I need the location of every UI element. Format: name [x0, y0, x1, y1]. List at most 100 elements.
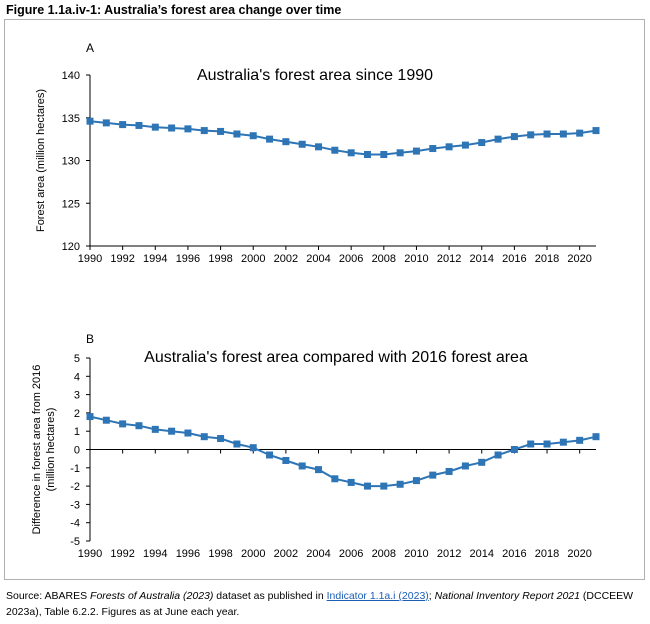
panel-a-data-point	[184, 125, 192, 133]
panel-b-letter: B	[86, 332, 94, 346]
panel-b-data-point	[559, 438, 567, 446]
panel-a-data-point	[396, 149, 404, 157]
panel-a-letter: A	[86, 41, 94, 55]
panel-a-y-tick-label: 125	[62, 198, 80, 210]
panel-b-data-point	[86, 413, 94, 421]
panel-a-data-point	[592, 127, 600, 135]
panel-a-y-tick-label: 140	[62, 70, 80, 82]
panel-b-x-tick-label: 2006	[339, 548, 363, 560]
panel-a-title: Australia's forest area since 1990	[197, 67, 433, 84]
panel-a-data-point	[429, 145, 437, 153]
panel-a-data-point	[200, 127, 208, 135]
panel-b-data-point	[510, 446, 518, 453]
panel-b-data-point	[200, 433, 208, 441]
panel-a-data-point	[494, 135, 502, 143]
panel-a-data-point	[135, 121, 143, 129]
panel-a-y-tick-label: 135	[62, 113, 80, 125]
panel-b-x-tick-label: 2012	[437, 548, 461, 560]
panel-b-data-point	[184, 429, 192, 437]
panel-b-x-tick-label: 1998	[208, 548, 232, 560]
panel-b-y-tick-label: 2	[74, 408, 80, 420]
source-mid-1: dataset as published in	[213, 590, 327, 602]
panel-a-x-tick-label: 2004	[306, 253, 330, 265]
panel-b-x-tick-label: 1990	[78, 548, 102, 560]
panel-a-x-tick-label: 2002	[274, 253, 298, 265]
panel-b-x-tick-label: 2014	[469, 548, 493, 560]
panel-a-x-tick-label: 2006	[339, 253, 363, 265]
panel-a-data-point	[331, 146, 339, 154]
figure-title: Figure 1.1a.iv-1: Australia’s forest are…	[6, 3, 342, 17]
panel-a-data-point	[478, 139, 486, 147]
panel-a-data-point	[445, 143, 453, 151]
panel-a-data-point	[151, 123, 159, 131]
panel-a-x-tick-label: 1996	[176, 253, 200, 265]
panel-b-data-point	[135, 422, 143, 430]
panel-b-data-point	[266, 451, 274, 459]
panel-a-x-tick-label: 1990	[78, 253, 102, 265]
panel-a-data-point	[298, 140, 306, 148]
panel-a-data-point	[461, 141, 469, 149]
panel-a-series-line	[89, 120, 597, 156]
panel-b-data-point	[298, 462, 306, 470]
panel-a-x-tick-label: 1998	[208, 253, 232, 265]
source-suffix: (DCCEEW 2023a), Table 6.2.2. Figures as …	[6, 590, 634, 618]
panel-a-x-tick-label: 2014	[469, 253, 493, 265]
panel-a-x-tick-label: 1992	[110, 253, 134, 265]
panel-a-x-tick-label: 2016	[502, 253, 526, 265]
panel-b-data-point	[494, 451, 502, 459]
source-note: Source: ABARES Forests of Australia (202…	[6, 588, 646, 620]
panel-b-data-point	[315, 466, 323, 474]
panel-b-y-tick-label: 1	[74, 426, 80, 438]
panel-b-y-tick-label: -2	[70, 481, 80, 493]
panel-a-data-point	[559, 130, 567, 138]
panel-b-data-point	[429, 471, 437, 479]
panel-b-y-tick-label: -4	[70, 518, 80, 530]
panel-a-data-point	[315, 143, 323, 151]
panel-a-data-point	[282, 138, 290, 146]
panel-a-data-point	[510, 133, 518, 141]
panel-b-x-tick-label: 2016	[502, 548, 526, 560]
panel-b-y-tick-label: 4	[74, 371, 80, 383]
panel-a-x-tick-label: 2010	[404, 253, 428, 265]
panel-b-y-tick-label: -1	[70, 463, 80, 475]
panel-b-data-point	[282, 456, 290, 464]
panel-b-y-tick-label: 0	[74, 445, 80, 457]
panel-b-x-tick-label: 2010	[404, 548, 428, 560]
panel-a-y-label: Forest area (million hectares)	[35, 89, 47, 232]
panel-b-y-label: Difference in forest area from 2016 (mill…	[31, 365, 57, 535]
panel-b-data-point	[445, 467, 453, 475]
panel-a-x-tick-label: 1994	[143, 253, 167, 265]
panel-b-data-point	[217, 435, 225, 443]
indicator-link[interactable]: Indicator 1.1a.i (2023)	[326, 590, 429, 602]
panel-b-y-tick-label: -5	[70, 536, 80, 548]
panel-a-data-point	[412, 147, 420, 155]
panel-a-data-point	[527, 131, 535, 139]
panel-a-x-tick-label: 2008	[372, 253, 396, 265]
panel-b-data-point	[168, 427, 176, 435]
panel-b-data-point	[151, 425, 159, 433]
panel-a-y-tick-label: 120	[62, 241, 80, 253]
panel-a-data-point	[543, 130, 551, 138]
panel-b-data-point	[461, 462, 469, 470]
panel-b-data-point	[119, 420, 127, 428]
panel-b-series-line	[89, 415, 597, 488]
panel-b-x-tick-label: 1994	[143, 548, 167, 560]
panel-b-data-point	[233, 440, 241, 448]
panel-b-data-point	[347, 478, 355, 486]
panel-a-data-point	[233, 130, 241, 138]
source-prefix: Source: ABARES	[6, 590, 91, 602]
panel-b-y-tick-label: 5	[74, 353, 80, 365]
chart-frame	[4, 19, 645, 580]
panel-b-x-tick-label: 1996	[176, 548, 200, 560]
panel-a-data-point	[168, 124, 176, 132]
panel-b-x-tick-label: 1992	[110, 548, 134, 560]
panel-a-x-tick-label: 2000	[241, 253, 265, 265]
panel-a-x-tick-label: 2020	[567, 253, 591, 265]
panel-a-data-point	[217, 127, 225, 135]
panel-b-data-point	[363, 482, 371, 490]
panel-a-data-point	[347, 149, 355, 157]
panel-a-x-tick-label: 2018	[535, 253, 559, 265]
panel-b-x-tick-label: 2000	[241, 548, 265, 560]
panel-a-data-point	[266, 135, 274, 143]
